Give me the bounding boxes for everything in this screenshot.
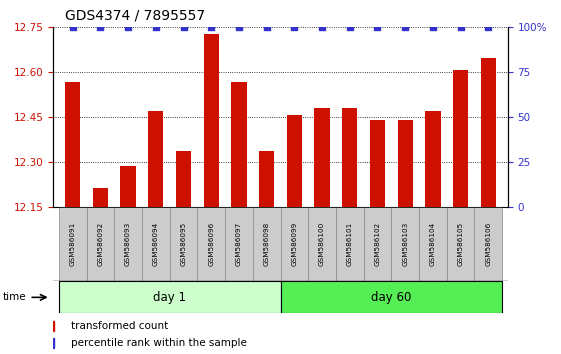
Bar	[419, 207, 447, 281]
Bar	[53, 338, 54, 348]
Text: GDS4374 / 7895557: GDS4374 / 7895557	[65, 9, 205, 23]
Point	[151, 24, 160, 29]
Bar	[280, 207, 308, 281]
Bar	[53, 321, 54, 331]
Bar	[114, 207, 142, 281]
Point	[262, 24, 271, 29]
Bar	[148, 111, 163, 207]
Point	[401, 24, 410, 29]
Bar	[364, 207, 392, 281]
Text: GSM586092: GSM586092	[98, 222, 103, 266]
Bar	[392, 207, 419, 281]
Text: day 60: day 60	[371, 291, 412, 304]
Bar	[65, 82, 80, 207]
Point	[345, 24, 354, 29]
Point	[96, 24, 105, 29]
Point	[68, 24, 77, 29]
Bar	[225, 207, 253, 281]
Bar	[176, 152, 191, 207]
Bar	[370, 120, 385, 207]
Bar	[253, 207, 280, 281]
Text: day 1: day 1	[153, 291, 186, 304]
Point	[207, 24, 216, 29]
Point	[234, 24, 243, 29]
Text: GSM586091: GSM586091	[70, 222, 76, 266]
Bar	[342, 108, 357, 207]
Text: GSM586103: GSM586103	[402, 222, 408, 266]
Text: GSM586096: GSM586096	[208, 222, 214, 266]
Text: transformed count: transformed count	[71, 321, 169, 331]
Bar	[59, 207, 86, 281]
Bar	[93, 188, 108, 207]
Bar	[308, 207, 336, 281]
Bar	[121, 166, 136, 207]
Bar	[142, 207, 169, 281]
Bar	[197, 207, 225, 281]
Point	[318, 24, 327, 29]
Bar	[453, 70, 468, 207]
Bar	[204, 34, 219, 207]
Point	[373, 24, 382, 29]
Point	[179, 24, 188, 29]
Text: GSM586104: GSM586104	[430, 222, 436, 266]
Point	[429, 24, 438, 29]
Text: GSM586094: GSM586094	[153, 222, 159, 266]
Text: GSM586101: GSM586101	[347, 222, 353, 266]
Bar	[315, 108, 330, 207]
Point	[484, 24, 493, 29]
Bar	[86, 207, 114, 281]
Bar	[287, 115, 302, 207]
Text: GSM586097: GSM586097	[236, 222, 242, 266]
Bar	[280, 281, 502, 313]
Bar	[447, 207, 475, 281]
Text: GSM586098: GSM586098	[264, 222, 270, 266]
Text: GSM586093: GSM586093	[125, 222, 131, 266]
Point	[456, 24, 465, 29]
Text: percentile rank within the sample: percentile rank within the sample	[71, 338, 247, 348]
Bar	[259, 152, 274, 207]
Text: GSM586100: GSM586100	[319, 222, 325, 266]
Bar	[59, 281, 280, 313]
Bar	[169, 207, 197, 281]
Text: GSM586106: GSM586106	[485, 222, 491, 266]
Text: GSM586105: GSM586105	[458, 222, 463, 266]
Bar	[398, 120, 413, 207]
Point	[123, 24, 132, 29]
Bar	[481, 58, 496, 207]
Bar	[336, 207, 364, 281]
Text: GSM586095: GSM586095	[181, 222, 186, 266]
Text: GSM586102: GSM586102	[375, 222, 380, 266]
Bar	[231, 82, 246, 207]
Text: time: time	[3, 292, 26, 302]
Bar	[475, 207, 502, 281]
Text: GSM586099: GSM586099	[291, 222, 297, 266]
Point	[290, 24, 299, 29]
Bar	[425, 111, 440, 207]
